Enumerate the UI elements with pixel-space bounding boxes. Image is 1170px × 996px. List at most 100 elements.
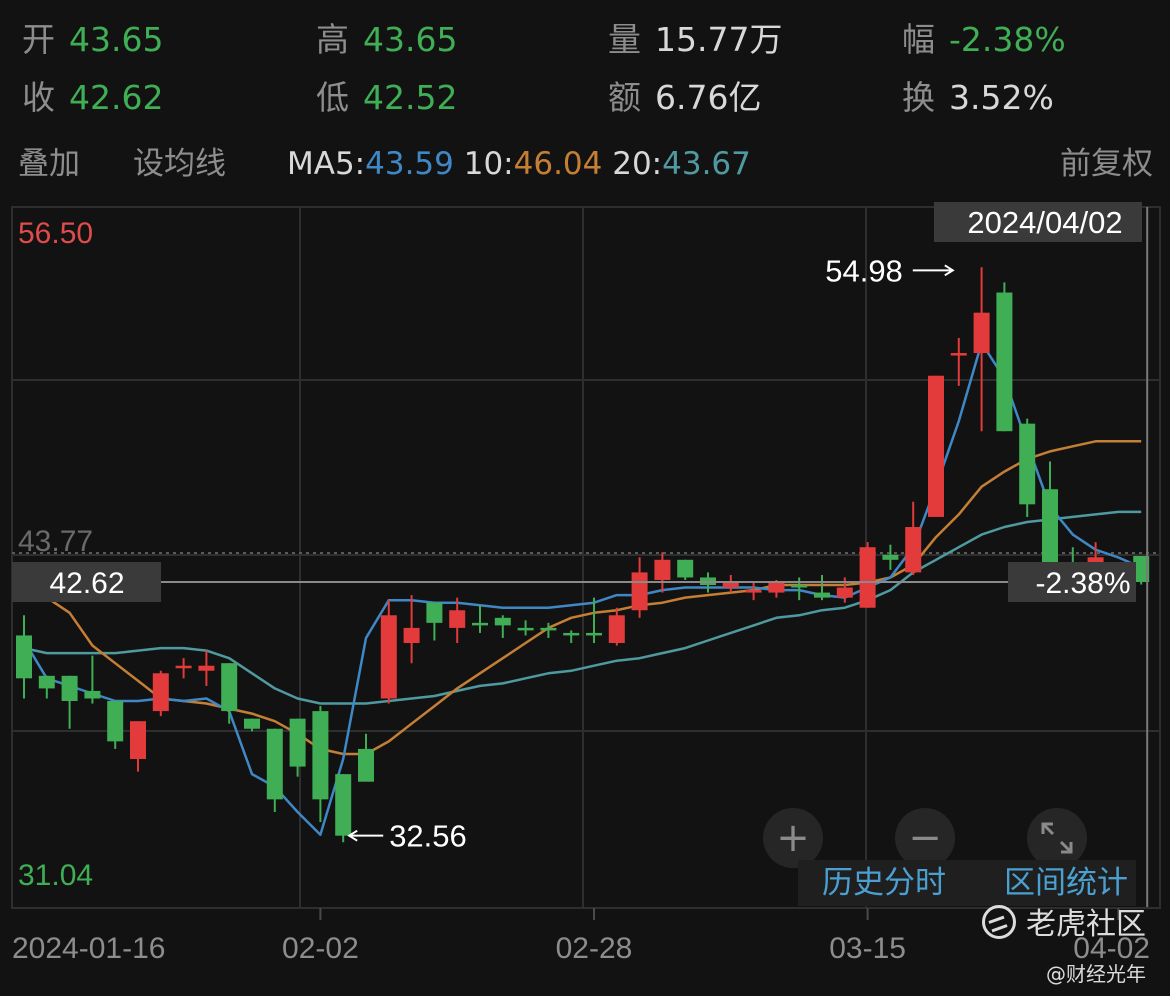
x-tick-label-1: 02-02 (282, 932, 359, 965)
chart-overlays: 42.62 -2.38% 2024/04/02 54.98 32.56 (12, 202, 1149, 908)
fullscreen-button[interactable] (1027, 808, 1087, 868)
candle-27 (631, 557, 648, 618)
ma20-label: 20: (612, 146, 663, 182)
candle-body (586, 632, 602, 636)
moving-average-lines (22, 341, 1142, 836)
candle-body (1019, 423, 1036, 505)
candle-41 (950, 337, 967, 386)
candle-12 (289, 718, 306, 777)
stat-low-value: 42.52 (363, 78, 458, 117)
candle-body (950, 353, 967, 356)
stat-change-value: -2.38% (949, 20, 1066, 59)
candle-9 (221, 663, 238, 724)
crosshair-date-box (934, 202, 1142, 242)
candle-body (722, 582, 739, 588)
candle-19 (449, 597, 466, 644)
current-change-box (1008, 561, 1136, 602)
ma20-line (23, 510, 1142, 705)
candle-body (380, 615, 397, 699)
candle-body (494, 617, 511, 626)
stat-change: 幅 -2.38% (902, 20, 1066, 60)
candle-body (791, 585, 808, 588)
candle-10 (244, 718, 260, 732)
candle-body (449, 610, 466, 628)
candle-4 (107, 701, 124, 749)
candle-body (221, 663, 238, 712)
candle-14 (335, 774, 352, 843)
reference-line-label: 43.77 (18, 525, 93, 558)
candle-15 (358, 733, 374, 782)
candle-body (1133, 556, 1150, 582)
candle-37 (859, 542, 876, 608)
candle-43 (996, 282, 1013, 432)
candle-body (677, 559, 694, 578)
x-tick-label-0: 2024-01-16 (12, 932, 165, 965)
ma-legend: MA5:43.59 10:46.04 20:43.67 (287, 142, 751, 186)
stat-turnover: 换 3.52% (902, 78, 1054, 118)
adjust-button[interactable]: 前复权 (1060, 146, 1153, 182)
x-tick-label-4: 04-02 (1073, 932, 1150, 965)
candle-body (472, 622, 488, 626)
ma10-value: 46.04 (513, 146, 603, 182)
set-ma-button[interactable]: 设均线 (133, 146, 226, 182)
candle-body (38, 675, 55, 689)
candle-39 (905, 501, 922, 575)
candle-body (16, 635, 32, 679)
candle-body (859, 547, 876, 608)
candle-40 (928, 375, 944, 517)
x-tick-label-3: 03-15 (829, 932, 906, 965)
candle-5 (130, 721, 146, 772)
candle-11 (266, 728, 283, 812)
candle-body (836, 587, 853, 598)
candle-31 (722, 574, 739, 593)
candle-20 (472, 605, 488, 633)
expand-icon (1041, 822, 1073, 854)
brand-watermark: 老虎社区 (982, 905, 1146, 945)
stat-change-label: 幅 (902, 20, 935, 59)
stat-amount-label: 额 (608, 78, 641, 117)
y-max-label: 56.50 (18, 217, 93, 250)
candle-1 (38, 675, 55, 699)
candle-body (814, 592, 830, 598)
candle-23 (540, 622, 557, 638)
candle-42 (973, 267, 990, 432)
stat-open: 开 43.65 (22, 20, 163, 60)
ma20-value: 43.67 (662, 146, 751, 182)
candle-2 (61, 675, 78, 729)
candle-body (996, 292, 1013, 432)
candle-body (175, 665, 192, 669)
candle-body (768, 582, 785, 593)
candle-body (403, 627, 420, 644)
candle-0 (16, 615, 32, 699)
overlay-button[interactable]: 叠加 (18, 146, 80, 182)
stat-close: 收 42.62 (22, 78, 163, 118)
candle-34 (791, 577, 808, 601)
annotation-arrowhead-0 (944, 264, 955, 277)
candle-body (130, 721, 146, 760)
annotation-label-1: 32.56 (389, 819, 467, 854)
candle-18 (426, 602, 443, 641)
range-stats-link[interactable]: 区间统计 (1004, 865, 1128, 901)
candle-45 (1042, 461, 1058, 568)
stat-amount: 额 6.76亿 (608, 78, 761, 118)
candle-6 (152, 670, 169, 717)
candle-body (631, 572, 648, 611)
candle-body (563, 632, 580, 636)
ma5-value: 43.59 (365, 146, 454, 182)
history-intraday-link[interactable]: 历史分时 (822, 865, 946, 901)
zoom-out-button[interactable]: − (895, 808, 955, 868)
current-price-box (12, 561, 161, 602)
zoom-in-button[interactable]: + (763, 808, 823, 868)
candle-body (608, 615, 625, 644)
brand-name: 老虎社区 (1026, 907, 1146, 942)
candle-body (928, 375, 944, 517)
candle-body (312, 711, 329, 800)
candle-body (335, 774, 352, 836)
chart-grid: 43.77 56.50 31.04 (11, 206, 1161, 909)
stat-volume-label: 量 (608, 20, 641, 59)
candle-body (1042, 489, 1058, 568)
candle-21 (494, 615, 511, 638)
candle-body (882, 554, 899, 560)
stat-low-label: 低 (316, 78, 349, 117)
